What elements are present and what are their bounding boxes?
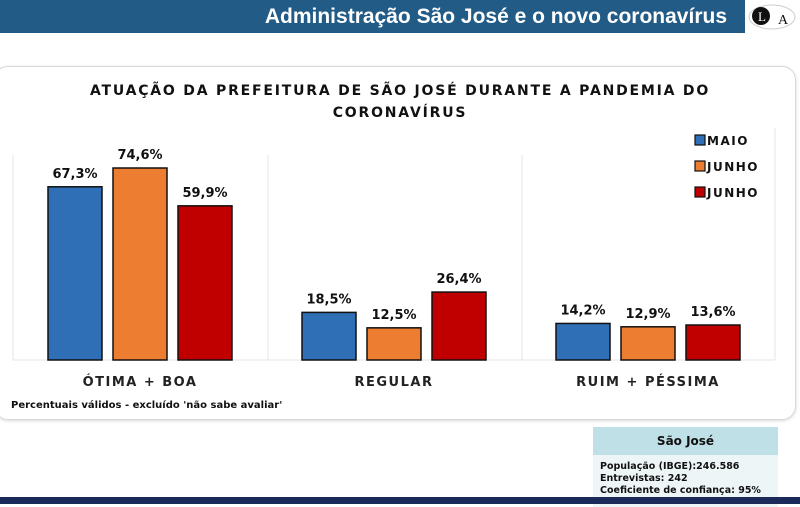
bar <box>431 291 487 361</box>
bar <box>685 324 741 361</box>
legend-swatch <box>694 186 706 198</box>
lea-logo: L A <box>748 4 796 30</box>
info-line: População (IBGE):246.586 <box>600 461 740 472</box>
category-label: REGULAR <box>355 375 434 390</box>
category-label: RUIM + PÉSSIMA <box>576 374 720 390</box>
legend-label: JUNHO <box>706 160 759 174</box>
data-label: 18,5% <box>306 292 351 307</box>
footnote: Percentuais válidos - excluído 'não sabe… <box>11 400 283 411</box>
data-label: 12,5% <box>371 308 416 323</box>
data-label: 12,9% <box>625 307 670 322</box>
chart-title: ATUAÇÃO DA PREFEITURA DE SÃO JOSÉ DURANT… <box>89 83 711 121</box>
data-label: 26,4% <box>436 272 481 287</box>
bottom-bar <box>0 497 800 504</box>
legend-swatch <box>694 160 706 172</box>
bar <box>47 186 103 361</box>
info-box: São José População (IBGE):246.586 Entrev… <box>593 427 778 507</box>
data-label: 74,6% <box>117 148 162 163</box>
legend-label: JUNHO <box>706 186 759 200</box>
chart-card <box>0 66 796 420</box>
legend-swatch <box>694 134 706 146</box>
data-label: 67,3% <box>52 167 97 182</box>
bar <box>177 205 233 361</box>
bar <box>620 326 676 361</box>
svg-text:A: A <box>778 13 789 28</box>
info-line: Entrevistas: 242 <box>600 473 688 484</box>
bar <box>301 311 357 361</box>
header-title: Administração São José e o novo coronaví… <box>0 0 745 33</box>
category-label: ÓTIMA + BOA <box>83 374 198 390</box>
info-line: Coeficiente de confiança: 95% <box>600 485 761 496</box>
bar <box>555 322 611 361</box>
legend-label: MAIO <box>707 134 749 148</box>
data-label: 59,9% <box>182 186 227 201</box>
bar <box>366 327 422 361</box>
data-label: 14,2% <box>560 303 605 318</box>
bar <box>112 167 168 361</box>
svg-text:L: L <box>758 9 766 24</box>
info-title: São José <box>593 427 778 455</box>
data-label: 13,6% <box>690 305 735 320</box>
